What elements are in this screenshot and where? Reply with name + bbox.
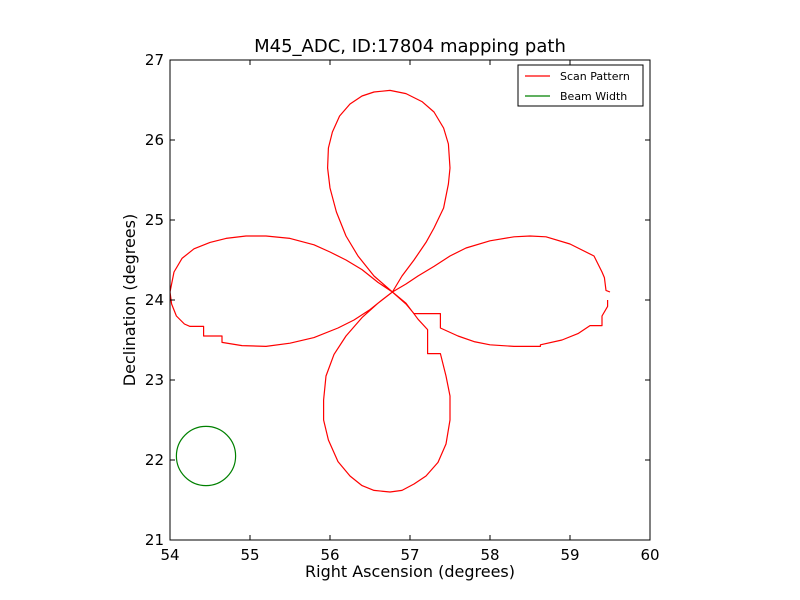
legend-label-scan-pattern: Scan Pattern — [560, 70, 630, 83]
legend-box — [517, 64, 644, 107]
x-tick-label: 54 — [160, 546, 179, 564]
y-tick-label: 25 — [145, 211, 164, 229]
x-tick-label: 56 — [320, 546, 339, 564]
chart-title: M45_ADC, ID:17804 mapping path — [254, 36, 566, 57]
x-tick-label: 59 — [560, 546, 579, 564]
axis-ticks: 54 55 56 57 58 59 60 21 22 23 24 25 26 27 — [145, 51, 660, 564]
x-axis-label: Right Ascension (degrees) — [305, 562, 515, 581]
x-tick-label: 58 — [480, 546, 499, 564]
y-tick-label: 24 — [145, 291, 164, 309]
legend: Scan Pattern Beam Width — [517, 64, 644, 107]
legend-label-beam-width: Beam Width — [560, 90, 627, 103]
x-tick-label: 55 — [240, 546, 259, 564]
x-tick-label: 60 — [640, 546, 659, 564]
series-line-scan-pattern — [170, 89, 611, 493]
series-circle-beam-width — [175, 425, 237, 487]
x-tick-label: 57 — [400, 546, 419, 564]
y-axis-label: Declination (degrees) — [120, 214, 139, 386]
y-tick-label: 26 — [145, 131, 164, 149]
y-tick-label: 27 — [145, 51, 164, 69]
y-tick-label: 22 — [145, 451, 164, 469]
series-layer — [170, 89, 611, 493]
y-tick-label: 23 — [145, 371, 164, 389]
y-tick-label: 21 — [145, 531, 164, 549]
